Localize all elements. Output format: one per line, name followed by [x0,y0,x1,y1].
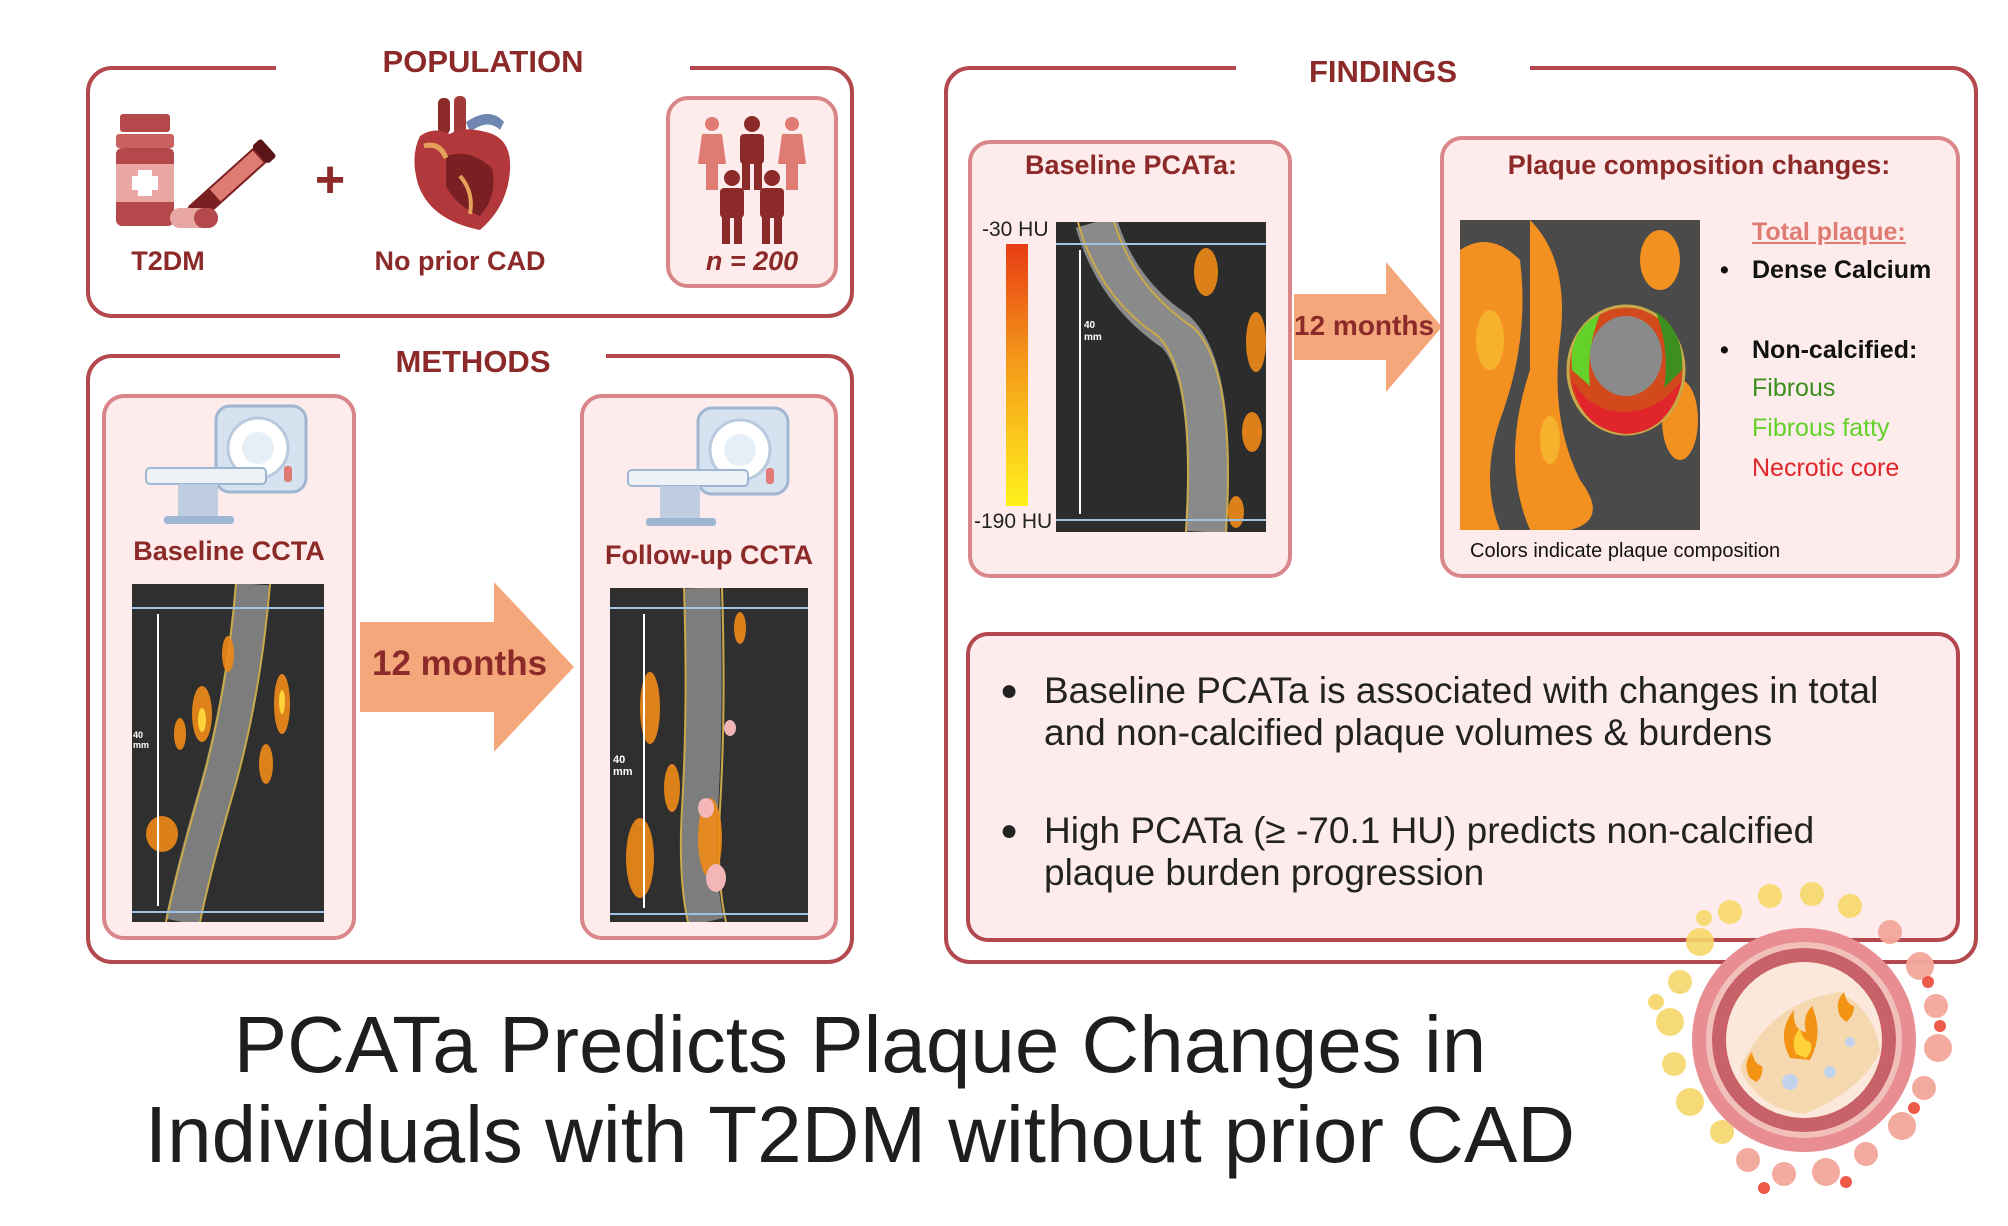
findings-interval-arrow [1294,262,1442,392]
finding-bullet-2: ● High PCATa (≥ -70.1 HU) predicts non-c… [1000,810,1920,894]
methods-interval-label: 12 months [372,644,548,683]
hu-color-scale [1006,244,1028,506]
hu-scale-top-label: -30 HU [982,218,1049,241]
inflamed-artery-illustration [1640,882,1960,1212]
non-calcified-bullet: • [1720,336,1729,364]
people-icon [696,116,808,244]
plaque-caption: Colors indicate plaque composition [1470,540,1781,562]
methods-header: METHODS [340,344,606,380]
dense-calcium-bullet: • [1720,256,1729,284]
finding-1-line-1: Baseline PCATa is associated with change… [1044,670,1879,711]
sample-size-label: n = 200 [705,246,799,276]
followup-ccta-image: 40 mm [610,588,808,922]
population-header: POPULATION [276,44,690,80]
medication-icon [110,112,280,232]
hu-scale-bottom-label: -190 HU [974,510,1053,533]
main-title-line-1: PCATa Predicts Plaque Changes in [233,1000,1487,1089]
finding-1-line-2: and non-calcified plaque volumes & burde… [1044,712,1773,753]
baseline-scale-label: 40 mm [133,730,150,750]
main-title-line-2: Individuals with T2DM without prior CAD [144,1090,1576,1179]
plaque-cross-section-image [1460,220,1700,530]
key-findings-panel [966,632,1960,942]
necrotic-core-label: Necrotic core [1752,454,1900,482]
no-prior-cad-label: No prior CAD [374,246,546,276]
baseline-pcata-title: Baseline PCATa: [1024,150,1238,180]
dense-calcium-label: Dense Calcium [1752,256,1932,284]
finding-bullet-1: ● Baseline PCATa is associated with chan… [1000,670,1920,754]
finding-2-line-1: High PCATa (≥ -70.1 HU) predicts non-cal… [1044,810,1815,851]
bullet-dot: ● [1000,814,1019,847]
bullet-dot: ● [1000,674,1019,707]
findings-interval-label: 12 months [1294,310,1435,341]
fibrous-label: Fibrous [1752,374,1836,402]
methods-interval-arrow [360,582,574,752]
plus-sign: + [314,151,346,209]
total-plaque-label: Total plaque: [1752,218,1906,246]
non-calcified-label: Non-calcified: [1752,336,1918,364]
t2dm-label: T2DM [131,246,205,276]
baseline-ccta-image: 40 mm [132,584,324,922]
fibrous-fatty-label: Fibrous fatty [1752,414,1890,442]
followup-scale-label: 40 mm [613,754,633,778]
finding-2-line-2: plaque burden progression [1044,852,1485,893]
followup-ccta-label: Follow-up CCTA [605,540,813,570]
baseline-pcata-image: 40 mm [1056,222,1266,532]
baseline-ccta-label: Baseline CCTA [133,536,325,566]
ct-scanner-icon [138,398,318,530]
heart-icon [400,96,520,236]
pcata-scale-label: 40 mm [1084,320,1102,343]
findings-header: FINDINGS [1236,54,1530,90]
ct-scanner-icon [620,400,800,532]
plaque-composition-title: Plaque composition changes: [1507,150,1891,180]
